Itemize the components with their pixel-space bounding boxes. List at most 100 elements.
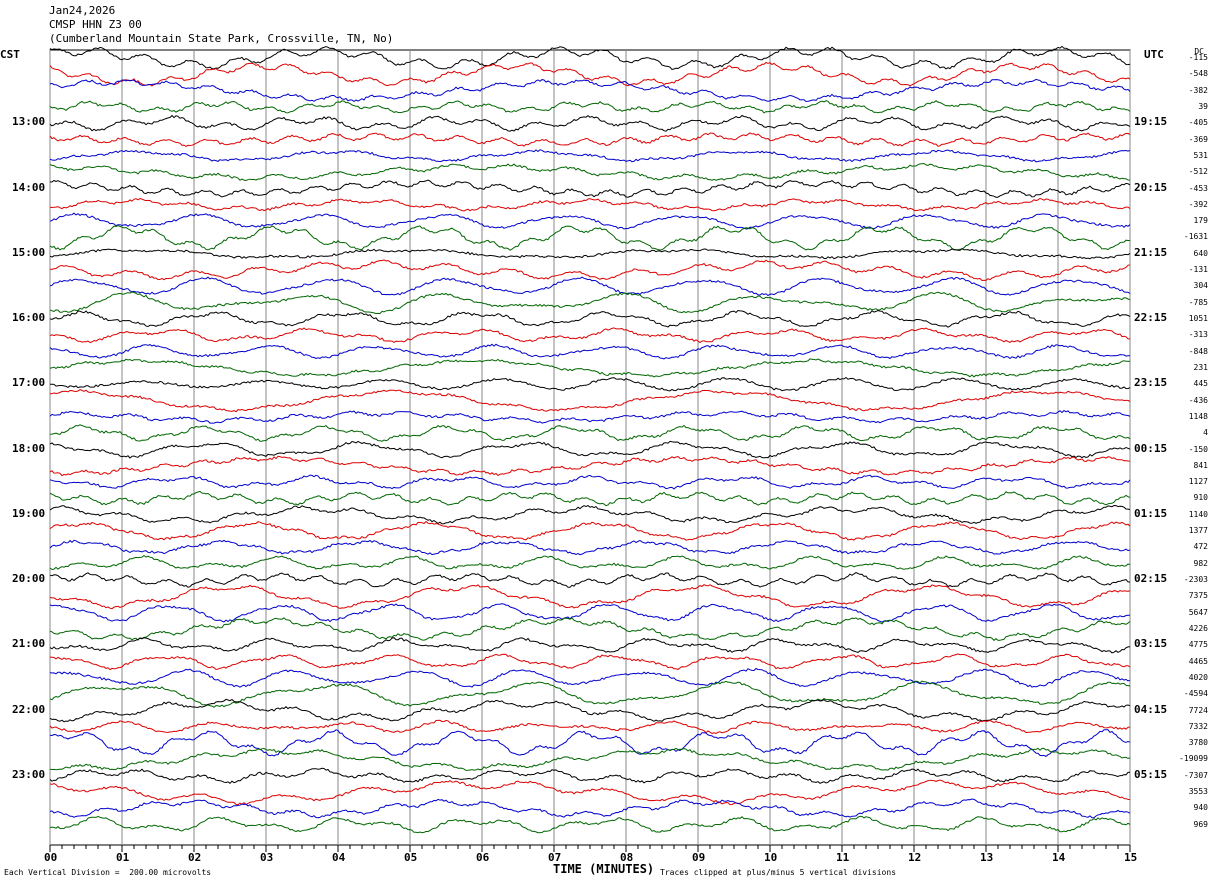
dc-offset-label: -453 (1188, 183, 1208, 193)
seismic-trace (49, 779, 1131, 806)
seismic-trace (49, 61, 1131, 87)
seismic-trace (49, 729, 1131, 757)
seismic-trace (49, 179, 1131, 198)
dc-offset-label: -150 (1188, 444, 1208, 454)
seismic-trace (49, 276, 1131, 297)
seismic-trace (49, 343, 1131, 360)
seismic-trace (49, 554, 1131, 571)
seismic-trace (49, 490, 1131, 507)
utc-hour-label: 19:15 (1134, 115, 1168, 129)
seismic-trace (49, 440, 1131, 459)
local-hour-label: 14:00 (12, 180, 46, 194)
seismic-trace (49, 247, 1131, 260)
dc-offset-label: 7332 (1188, 721, 1208, 731)
seismic-trace (49, 637, 1131, 654)
utc-hour-label: 22:15 (1134, 311, 1168, 324)
clip-note: Traces clipped at plus/minus 5 vertical … (660, 868, 897, 877)
x-tick-label: 05 (404, 851, 418, 864)
utc-zone-label: UTC (1144, 48, 1164, 61)
dc-offset-label: 231 (1193, 362, 1208, 372)
seismic-trace (49, 149, 1131, 163)
dc-offset-label: 4775 (1188, 640, 1208, 650)
seismic-trace (49, 212, 1131, 230)
utc-hour-label: 02:15 (1134, 572, 1168, 585)
seismic-trace (50, 376, 1131, 392)
dc-offset-label: -2303 (1183, 575, 1208, 584)
seismic-trace (49, 767, 1131, 784)
station-label: CMSP HHN Z3 00 (49, 18, 142, 31)
seismic-trace (49, 114, 1131, 132)
x-tick-label: 04 (332, 851, 346, 864)
dc-offset-label: 445 (1193, 379, 1208, 389)
seismic-trace (49, 225, 1130, 251)
dc-offset-label: 7375 (1188, 591, 1208, 601)
utc-hour-label: 05:15 (1134, 767, 1168, 781)
seismic-trace (49, 504, 1131, 525)
local-hour-label: 16:00 (12, 311, 46, 324)
dc-offset-label: -382 (1188, 85, 1208, 95)
dc-offset-label: -369 (1188, 134, 1208, 144)
utc-hour-label: 03:15 (1134, 637, 1168, 651)
dc-offset-label: 1051 (1188, 314, 1208, 323)
dc-offset-label: 3553 (1188, 787, 1208, 797)
utc-hour-label: 23:15 (1134, 376, 1168, 390)
seismic-trace (49, 698, 1131, 723)
seismic-trace (49, 197, 1131, 212)
x-tick-label: 14 (1052, 851, 1066, 864)
x-tick-label: 07 (548, 851, 562, 864)
local-hour-label: 20:00 (12, 572, 46, 585)
dc-offset-label: -512 (1188, 167, 1208, 177)
seismic-trace (49, 667, 1131, 688)
seismic-trace (49, 78, 1131, 103)
dc-offset-label: -19099 (1179, 754, 1208, 764)
x-tick-label: 09 (692, 851, 706, 864)
seismic-trace (49, 539, 1131, 556)
x-tick-label: 02 (188, 851, 202, 864)
dc-offset-label: 7724 (1188, 705, 1208, 715)
dc-heading: DC (1194, 47, 1204, 56)
dc-offset-label: -848 (1188, 346, 1208, 356)
seismic-trace (49, 617, 1131, 642)
dc-offset-label: 640 (1193, 248, 1208, 258)
dc-offset-label: 940 (1193, 803, 1208, 813)
dc-offset-label: 1127 (1188, 477, 1208, 487)
seismic-trace (49, 653, 1131, 671)
dc-offset-label: -4594 (1183, 689, 1208, 699)
utc-hour-label: 00:15 (1134, 441, 1168, 455)
utc-hour-label: 04:15 (1134, 702, 1168, 716)
x-tick-label: 03 (260, 851, 274, 864)
seismic-trace (49, 409, 1131, 424)
dc-offset-label: -7307 (1183, 770, 1208, 780)
seismic-trace (49, 132, 1131, 147)
dc-offset-label: -313 (1188, 330, 1208, 340)
seismic-trace (49, 747, 1131, 771)
dc-offset-label: -436 (1188, 395, 1208, 405)
local-hour-label: 17:00 (12, 376, 46, 390)
dc-offset-label: 39 (1198, 101, 1208, 111)
seismic-trace (49, 474, 1131, 490)
dc-offset-label: 1148 (1188, 411, 1208, 421)
dc-offset-label: 179 (1193, 216, 1208, 226)
date-label: Jan24,2026 (49, 4, 116, 17)
seismic-trace (49, 358, 1131, 378)
local-hour-label: 15:00 (12, 245, 46, 259)
dc-offset-label: 472 (1193, 542, 1208, 552)
seismic-trace (49, 603, 1130, 623)
x-tick-label: 06 (476, 851, 490, 864)
local-hour-label: 18:00 (12, 441, 46, 455)
dc-offset-label: 5647 (1188, 607, 1208, 617)
dc-offset-label: 3780 (1188, 738, 1208, 748)
local-hour-label: 19:00 (12, 506, 46, 520)
local-zone-label: CST (0, 48, 20, 61)
dc-offset-label: -785 (1188, 297, 1208, 307)
dc-offset-label: 969 (1193, 819, 1208, 829)
utc-hour-label: 21:15 (1134, 245, 1168, 259)
seismic-trace (49, 455, 1131, 477)
x-tick-label: 11 (836, 851, 850, 864)
seismic-trace (49, 815, 1131, 834)
x-axis-label: TIME (MINUTES) (553, 862, 655, 876)
x-tick-label: 12 (908, 851, 922, 864)
dc-offset-label: 841 (1193, 460, 1208, 470)
seismic-trace (49, 520, 1131, 541)
